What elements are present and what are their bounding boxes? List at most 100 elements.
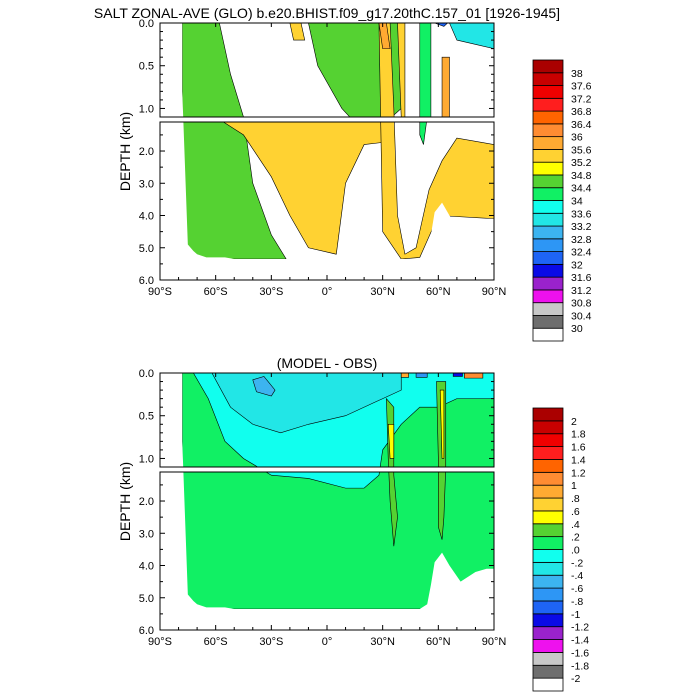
x-tick-label: 60°N xyxy=(426,636,451,648)
colorbar-label: .8 xyxy=(571,493,580,505)
colorbar-box xyxy=(532,664,564,679)
colorbar-box xyxy=(532,110,564,125)
x-tick-label: 60°N xyxy=(426,286,451,298)
field-region-1 xyxy=(192,472,494,489)
x-tick-label: 90°N xyxy=(482,636,507,648)
colorbar-label: 31.2 xyxy=(571,285,592,297)
colorbar-box xyxy=(532,652,564,666)
colorbar-box xyxy=(532,72,564,86)
colorbar-label: 1.8 xyxy=(571,429,586,441)
colorbar-label: 34.8 xyxy=(571,170,592,182)
colorbar-box xyxy=(532,471,564,486)
colorbar-box xyxy=(532,276,564,291)
colorbar-box xyxy=(532,549,564,563)
colorbar-box xyxy=(532,536,564,550)
field-region-0 xyxy=(182,122,287,260)
colorbar-box xyxy=(532,484,564,499)
colorbar-label: 2 xyxy=(571,416,577,428)
colorbar-box xyxy=(532,251,564,265)
colorbar-label: 34 xyxy=(571,196,583,208)
y-tick-label: 0.0 xyxy=(139,368,154,380)
colorbar-label: 1.4 xyxy=(571,454,586,466)
colorbar-box xyxy=(532,187,564,201)
colorbar-label: 38 xyxy=(571,68,583,80)
x-tick-label: 60°S xyxy=(204,636,228,648)
colorbar-box xyxy=(532,561,564,576)
colorbar-label: 30.8 xyxy=(571,298,592,310)
field-region-10 xyxy=(434,23,449,27)
chart-title: (MODEL - OBS) xyxy=(277,355,378,371)
colorbar-label: 30 xyxy=(571,323,583,335)
colorbar-box xyxy=(532,161,564,176)
panel-model-minus-obs: (MODEL - OBS) DEPTH (km) 0.0 0.5 1.0 2.0 3.0 4.… xyxy=(117,355,506,648)
chart-title: SALT ZONAL-AVE (GLO) b.e20.BHIST.f09_g17… xyxy=(94,5,560,21)
colorbar-label: 32.4 xyxy=(571,247,592,259)
colorbar-box xyxy=(532,238,564,252)
colorbar-salt: 3030.430.831.231.63232.432.833.233.63434… xyxy=(532,59,592,342)
colorbar-label: 33.6 xyxy=(571,208,592,220)
colorbar-label: -1.2 xyxy=(571,622,589,634)
colorbar-label: 36 xyxy=(571,132,583,144)
colorbar-label: 35.6 xyxy=(571,144,592,156)
y-tick-label: 0.5 xyxy=(139,411,154,423)
x-tick-label: 30°S xyxy=(259,286,283,298)
y-tick-label: 0.5 xyxy=(139,61,154,73)
colorbar-label: 35.2 xyxy=(571,157,592,169)
field-region-11 xyxy=(452,373,463,377)
colorbar-box xyxy=(532,212,564,227)
x-tick-label: 0° xyxy=(322,286,333,298)
field-region-10 xyxy=(464,373,484,379)
field-region-8 xyxy=(400,373,409,378)
y-tick-label: 2.0 xyxy=(139,496,154,508)
field-upper xyxy=(182,373,494,467)
colorbar-label: -1.8 xyxy=(571,660,589,672)
colorbar-box xyxy=(532,302,564,316)
colorbar-box xyxy=(532,677,564,692)
colorbar-box xyxy=(532,574,564,589)
colorbar-label: -.8 xyxy=(571,596,583,608)
colorbar-box xyxy=(532,225,564,240)
colorbar-box xyxy=(532,327,564,342)
colorbar-difference: -2-1.8-1.6-1.4-1.2-1-.8-.6-.4-.2.0.2.4.6… xyxy=(532,407,589,692)
field-region-8 xyxy=(397,23,406,117)
field-region-9 xyxy=(415,373,428,378)
colorbar-box xyxy=(532,497,564,512)
field-region-6 xyxy=(419,122,432,145)
colorbar-label: 1.2 xyxy=(571,467,586,479)
x-tick-label: 30°N xyxy=(370,636,395,648)
field-region-3 xyxy=(378,122,494,260)
colorbar-label: 36.4 xyxy=(571,119,592,131)
colorbar-label: -2 xyxy=(571,673,580,685)
colorbar-label: 33.2 xyxy=(571,221,592,233)
colorbar-box xyxy=(532,600,564,615)
colorbar-box xyxy=(532,59,564,74)
y-tick-label: 5.0 xyxy=(139,243,154,255)
colorbar-label: 36.8 xyxy=(571,106,592,118)
colorbar-box xyxy=(532,200,564,214)
x-tick-label: 90°N xyxy=(482,286,507,298)
y-tick-label: 6.0 xyxy=(139,275,154,287)
colorbar-box xyxy=(532,613,564,628)
y-axis-label: DEPTH (km) xyxy=(117,112,133,191)
field-region-0 xyxy=(182,23,287,117)
x-tick-label: 30°N xyxy=(370,286,395,298)
y-tick-label: 2.0 xyxy=(139,146,154,158)
colorbar-label: 34.4 xyxy=(571,183,592,195)
field-region-3 xyxy=(252,376,276,397)
field-region-6 xyxy=(436,472,447,540)
y-tick-label: 1.0 xyxy=(139,453,154,465)
colorbar-box xyxy=(532,174,564,189)
colorbar-label: -1 xyxy=(571,609,580,621)
field-region-4 xyxy=(289,23,306,41)
panel-salt-zonal-average: SALT ZONAL-AVE (GLO) b.e20.BHIST.f09_g17… xyxy=(94,5,560,298)
x-tick-label: 60°S xyxy=(204,286,228,298)
colorbar-label: .0 xyxy=(571,545,580,557)
colorbar-box xyxy=(532,97,564,112)
field-region-6 xyxy=(419,23,432,117)
colorbar-box xyxy=(532,263,564,278)
colorbar-box xyxy=(532,510,564,525)
y-tick-label: 0.0 xyxy=(139,18,154,30)
colorbar-label: -1.4 xyxy=(571,635,589,647)
y-tick-label: 3.0 xyxy=(139,178,154,190)
